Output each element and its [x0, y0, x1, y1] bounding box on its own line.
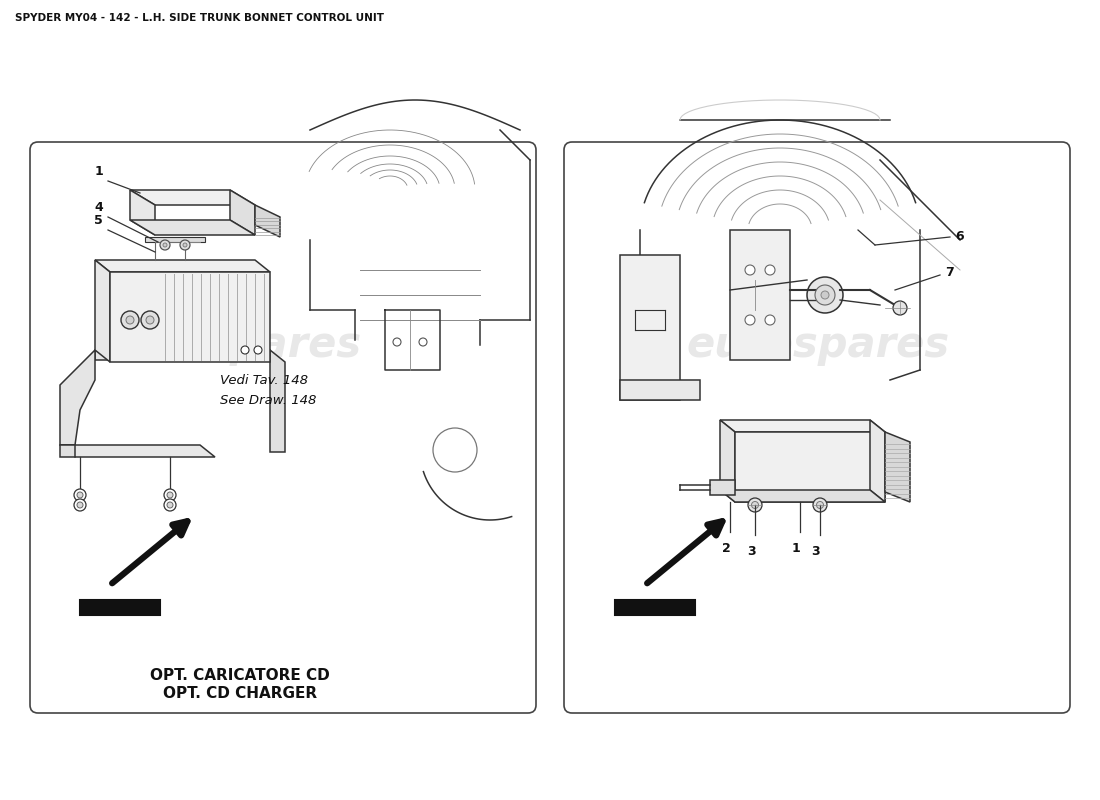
- Text: 6: 6: [955, 230, 964, 243]
- Polygon shape: [255, 205, 280, 237]
- Circle shape: [748, 498, 762, 512]
- Polygon shape: [720, 490, 886, 502]
- Text: 3: 3: [747, 545, 756, 558]
- Circle shape: [821, 291, 829, 299]
- Circle shape: [77, 492, 82, 498]
- Text: 7: 7: [945, 266, 954, 278]
- Circle shape: [146, 316, 154, 324]
- Circle shape: [764, 265, 776, 275]
- Polygon shape: [95, 350, 270, 360]
- Polygon shape: [730, 230, 790, 360]
- Polygon shape: [60, 445, 215, 457]
- Circle shape: [167, 492, 173, 498]
- Circle shape: [813, 498, 827, 512]
- Circle shape: [77, 502, 82, 508]
- Text: 5: 5: [95, 214, 103, 227]
- Circle shape: [745, 265, 755, 275]
- Text: 3: 3: [812, 545, 821, 558]
- FancyBboxPatch shape: [30, 142, 536, 713]
- Text: 1: 1: [792, 542, 801, 555]
- Polygon shape: [130, 190, 255, 205]
- Text: eurospares: eurospares: [686, 324, 949, 366]
- Polygon shape: [95, 260, 110, 362]
- Polygon shape: [230, 190, 255, 235]
- Circle shape: [74, 489, 86, 501]
- Polygon shape: [735, 432, 886, 502]
- Circle shape: [74, 499, 86, 511]
- Circle shape: [807, 277, 843, 313]
- Circle shape: [160, 240, 170, 250]
- Text: 1: 1: [95, 165, 103, 178]
- Polygon shape: [886, 432, 910, 502]
- FancyArrowPatch shape: [112, 522, 187, 583]
- Polygon shape: [110, 272, 270, 362]
- Polygon shape: [720, 420, 735, 502]
- Text: 2: 2: [722, 542, 730, 555]
- Circle shape: [815, 285, 835, 305]
- Polygon shape: [60, 350, 95, 445]
- Polygon shape: [145, 237, 205, 242]
- Circle shape: [241, 346, 249, 354]
- Circle shape: [893, 301, 907, 315]
- Text: See Draw. 148: See Draw. 148: [220, 394, 317, 406]
- Circle shape: [164, 489, 176, 501]
- Polygon shape: [710, 480, 735, 495]
- Circle shape: [121, 311, 139, 329]
- Polygon shape: [60, 445, 75, 457]
- Circle shape: [745, 315, 755, 325]
- Circle shape: [764, 315, 776, 325]
- Polygon shape: [80, 600, 160, 615]
- Circle shape: [164, 499, 176, 511]
- Circle shape: [126, 316, 134, 324]
- Circle shape: [141, 311, 160, 329]
- Circle shape: [254, 346, 262, 354]
- Text: Vedi Tav. 148: Vedi Tav. 148: [220, 374, 308, 386]
- Polygon shape: [270, 350, 285, 452]
- Text: SPYDER MY04 - 142 - L.H. SIDE TRUNK BONNET CONTROL UNIT: SPYDER MY04 - 142 - L.H. SIDE TRUNK BONN…: [15, 13, 384, 23]
- Circle shape: [163, 243, 167, 247]
- Polygon shape: [620, 255, 680, 400]
- Circle shape: [816, 502, 824, 509]
- Circle shape: [180, 240, 190, 250]
- Polygon shape: [95, 260, 270, 272]
- Circle shape: [419, 338, 427, 346]
- Text: 4: 4: [95, 201, 103, 214]
- Polygon shape: [615, 600, 695, 615]
- Circle shape: [751, 502, 759, 509]
- Text: eurospares: eurospares: [98, 324, 362, 366]
- Circle shape: [393, 338, 402, 346]
- Circle shape: [167, 502, 173, 508]
- Polygon shape: [130, 220, 255, 235]
- FancyArrowPatch shape: [647, 522, 723, 583]
- Circle shape: [433, 428, 477, 472]
- FancyBboxPatch shape: [564, 142, 1070, 713]
- Polygon shape: [130, 190, 155, 235]
- Text: OPT. CD CHARGER: OPT. CD CHARGER: [163, 686, 317, 701]
- Polygon shape: [620, 380, 700, 400]
- Polygon shape: [870, 420, 886, 502]
- Text: OPT. CARICATORE CD: OPT. CARICATORE CD: [150, 667, 330, 682]
- Polygon shape: [720, 420, 886, 432]
- Circle shape: [183, 243, 187, 247]
